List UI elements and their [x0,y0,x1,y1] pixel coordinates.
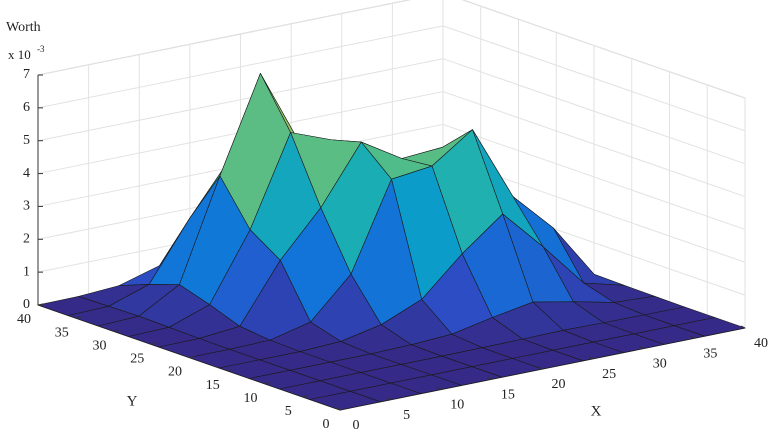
z-tick-label: 0 [23,297,30,312]
surface [37,73,746,411]
x-tick [639,346,644,349]
y-tick-label: 10 [244,391,258,406]
x-tick-label: 20 [552,377,566,392]
x-tick-label: 15 [501,387,515,402]
x-tick-label: 5 [403,408,410,423]
z-tick-label: 1 [23,264,30,279]
x-tick-label: 30 [653,357,667,372]
y-tick-label: 40 [17,312,31,327]
x-tick [437,387,442,390]
y-tick-label: 20 [168,365,182,380]
y-tick [302,395,308,398]
x-tick-label: 0 [353,418,360,433]
y-tick [113,329,119,332]
surface-cell [309,390,381,411]
x-tick [588,356,594,360]
z-axis-label: Worth [6,20,41,35]
z-tick-label: 5 [23,133,30,148]
x-tick [487,376,493,380]
y-tick [151,342,157,345]
y-axis-label: Y [127,393,138,409]
z-tick-label: 3 [23,199,30,214]
x-tick [690,335,695,339]
x-tick-label: 10 [450,398,464,413]
z-scale-label: x 10 [8,47,31,62]
z-scale-exponent: -3 [37,44,45,54]
y-tick [339,408,346,411]
y-tick-label: 35 [55,325,69,340]
y-tick-label: 5 [285,404,292,419]
x-tick-label: 35 [703,346,717,361]
labels: Worth x 10 -3 Y X 0 1 2 3 4 5 6 7 0 5 10 15 20 25 30 35… [6,20,768,433]
x-tick [335,407,341,411]
y-tick [226,369,232,372]
y-tick [37,303,44,306]
x-tick [740,325,746,329]
y-tick-label: 15 [206,378,220,393]
x-tick [538,366,543,370]
y-tick [188,356,195,358]
y-tick [75,316,81,319]
z-tick-label: 4 [23,166,30,181]
y-tick [264,382,270,385]
z-tick-label: 6 [23,100,30,115]
x-tick [386,397,391,401]
y-tick-label: 0 [323,417,330,432]
y-tick-label: 25 [130,352,144,367]
z-tick-label: 7 [23,67,30,82]
z-tick-label: 2 [23,232,30,247]
x-tick-label: 25 [602,367,616,382]
x-tick-label: 40 [754,336,768,351]
x-axis-label: X [591,403,602,419]
y-tick-label: 30 [93,338,107,353]
